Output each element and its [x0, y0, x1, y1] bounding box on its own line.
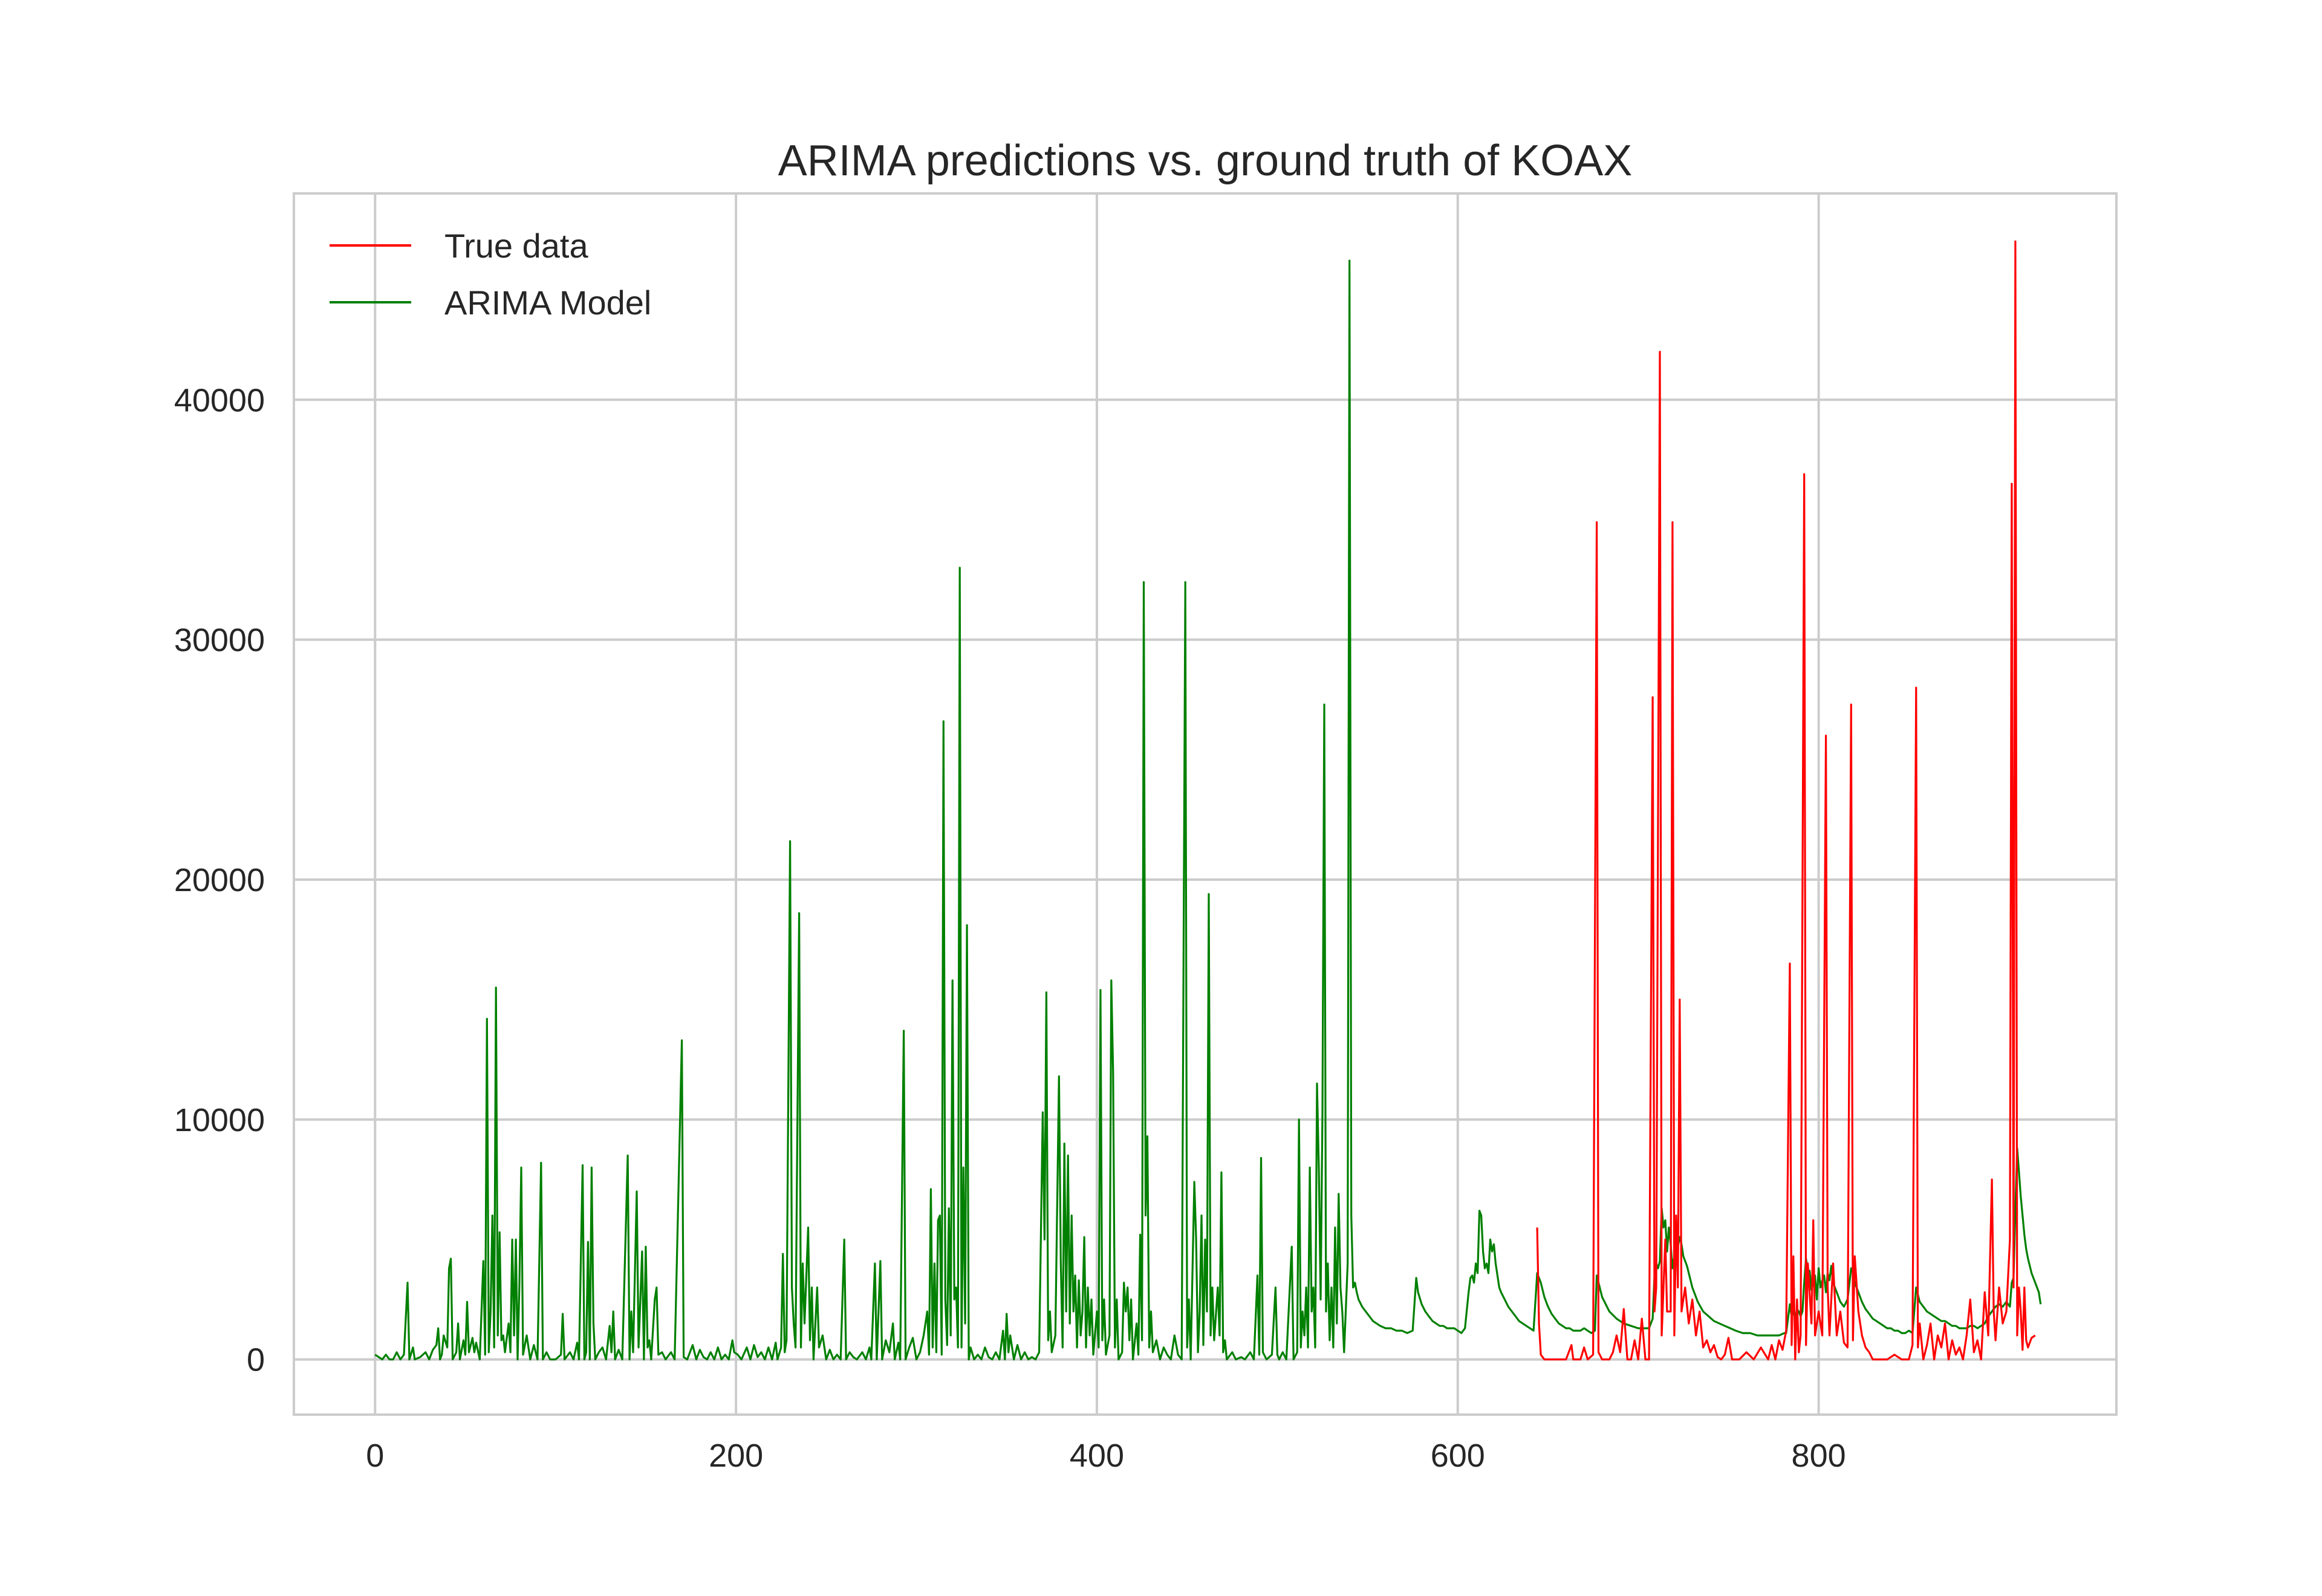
- legend-label-1: ARIMA Model: [444, 284, 651, 322]
- x-tick-label-1: 200: [709, 1438, 763, 1474]
- chart-title: ARIMA predictions vs. ground truth of KO…: [778, 137, 1633, 185]
- x-tick-label-3: 600: [1431, 1438, 1485, 1474]
- y-tick-label-0: 0: [247, 1342, 265, 1378]
- tick-layer: 0 200 400 600 800 0 10000 20000 30000 40000: [174, 382, 1846, 1474]
- x-tick-label-2: 400: [1070, 1438, 1124, 1474]
- y-tick-label-1: 10000: [174, 1102, 265, 1138]
- y-tick-label-3: 30000: [174, 622, 265, 658]
- series-line-true-data: [1536, 240, 2036, 1361]
- plot-frame: [293, 192, 2118, 1416]
- legend-label-0: True data: [444, 227, 588, 265]
- grid-layer: [294, 193, 2116, 1415]
- series-line-arima-model: [374, 259, 2042, 1361]
- series-layer: [374, 240, 2042, 1361]
- y-tick-label-4: 40000: [174, 382, 265, 418]
- legend: True data ARIMA Model: [330, 227, 651, 322]
- x-tick-label-0: 0: [366, 1438, 384, 1474]
- x-tick-label-4: 800: [1792, 1438, 1846, 1474]
- y-tick-label-2: 20000: [174, 862, 265, 898]
